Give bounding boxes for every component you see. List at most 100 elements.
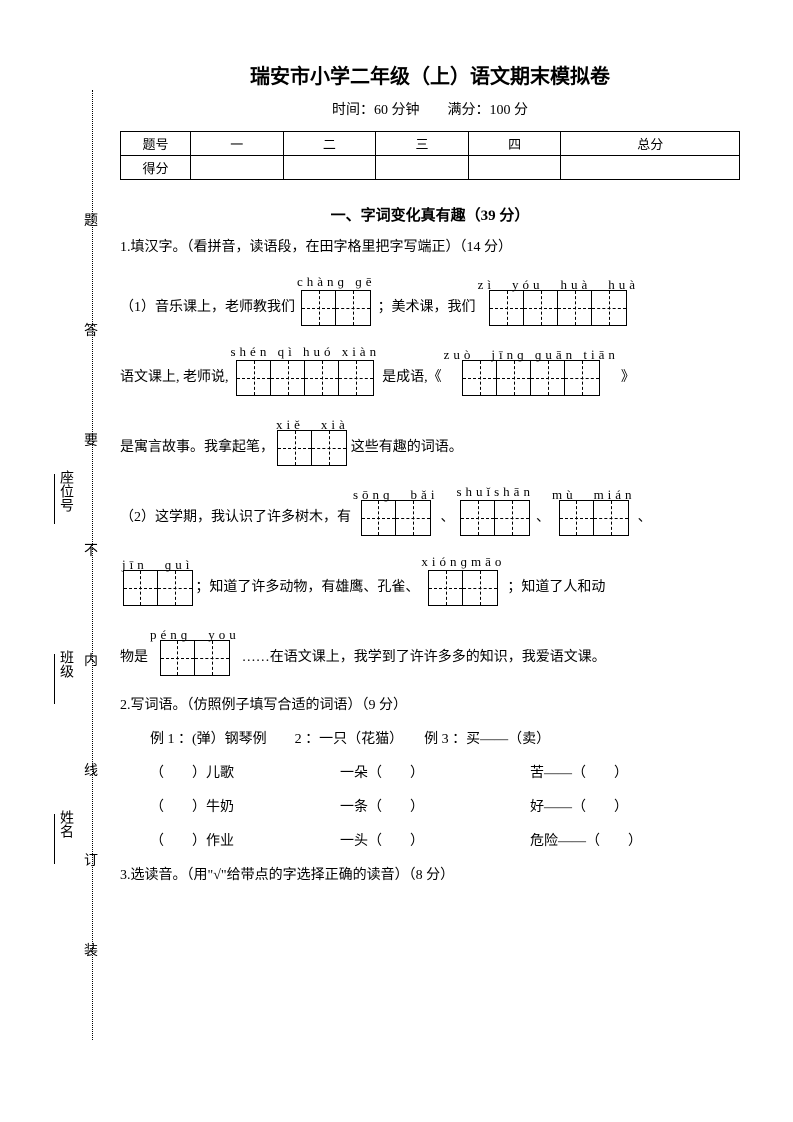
tianzige-cell[interactable] (495, 501, 529, 535)
tianzige-cell[interactable] (237, 361, 271, 395)
tianzige-cell[interactable] (560, 501, 594, 535)
fill-item[interactable]: 苦——（ ） (530, 762, 720, 782)
tianzige-cell[interactable] (362, 501, 396, 535)
tianzige-grid[interactable] (236, 360, 374, 396)
pinyin-label: xiě xià (276, 414, 349, 430)
body-text: ；美术课，我们 (378, 298, 476, 326)
tianzige-grid[interactable] (361, 500, 431, 536)
tianzige-cell[interactable] (531, 361, 565, 395)
fill-item[interactable]: 一头（ ） (340, 830, 530, 850)
fill-item[interactable]: 危险——（ ） (530, 830, 720, 850)
binding-char: 订 (84, 850, 98, 870)
pinyin-label: pénɡ you (150, 624, 240, 640)
header-cell: 二 (283, 132, 376, 156)
tianzige-grid[interactable] (460, 500, 530, 536)
tianzige-cell[interactable] (336, 291, 370, 325)
margin-field-label: 座位号 (46, 470, 75, 524)
tianzige-cell[interactable] (463, 361, 497, 395)
body-text: 、 (536, 508, 550, 536)
table-row: 得分 (121, 156, 740, 180)
tianzige-cell[interactable] (302, 291, 336, 325)
binding-char: 答 (84, 320, 98, 340)
body-text: 》 (621, 368, 635, 396)
tianzige-cell[interactable] (158, 571, 192, 605)
tianzige-grid[interactable] (160, 640, 230, 676)
pinyin-label: zì yóu huà huà (478, 274, 639, 290)
body-text: 、 (440, 508, 454, 536)
score-table: 题号 一 二 三 四 总分 得分 (120, 131, 740, 180)
tianzige-group: sōnɡ bǎi (353, 484, 438, 536)
score-cell[interactable] (468, 156, 561, 180)
binding-char: 装 (84, 940, 98, 960)
fill-item[interactable]: （ ）作业 (150, 830, 340, 850)
question-line: 语文课上, 老师说,shén qì huó xiàn是成语,《zuò jīnɡ … (120, 344, 740, 396)
fill-item[interactable]: 一朵（ ） (340, 762, 530, 782)
header-cell: 一 (191, 132, 284, 156)
fill-item[interactable]: （ ）儿歌 (150, 762, 340, 782)
tianzige-cell[interactable] (305, 361, 339, 395)
tianzige-group: jīn ɡuì (122, 554, 193, 606)
tianzige-cell[interactable] (592, 291, 626, 325)
tianzige-cell[interactable] (312, 431, 346, 465)
tianzige-cell[interactable] (594, 501, 628, 535)
binding-char: 内 (84, 650, 98, 670)
pinyin-label: xiónɡmāo (421, 554, 505, 570)
pinyin-label: zuò jīnɡ ɡuān tiān (444, 344, 619, 360)
tianzige-cell[interactable] (124, 571, 158, 605)
tianzige-cell[interactable] (396, 501, 430, 535)
question-3-intro: 3.选读音。（用"√"给带点的字选择正确的读音）（8 分） (120, 864, 740, 884)
tianzige-cell[interactable] (490, 291, 524, 325)
pinyin-label: chànɡ ɡē (297, 274, 376, 290)
example-text: 例 1 ：(弹）钢琴例 2 ：一只（花猫） 例 3 ：买——（卖） (150, 728, 550, 748)
score-cell[interactable] (561, 156, 740, 180)
tianzige-grid[interactable] (301, 290, 371, 326)
fill-item[interactable]: 好——（ ） (530, 796, 720, 816)
tianzige-cell[interactable] (429, 571, 463, 605)
tianzige-cell[interactable] (565, 361, 599, 395)
tianzige-grid[interactable] (462, 360, 600, 396)
dotted-binding-line (92, 90, 93, 1040)
binding-char: 题 (84, 210, 98, 230)
tianzige-group: chànɡ ɡē (297, 274, 376, 326)
tianzige-cell[interactable] (524, 291, 558, 325)
tianzige-cell[interactable] (195, 641, 229, 675)
tianzige-group: shén qì huó xiàn (231, 344, 381, 396)
body-text: 语文课上, 老师说, (120, 368, 229, 396)
score-cell[interactable] (376, 156, 469, 180)
tianzige-cell[interactable] (461, 501, 495, 535)
fill-item[interactable]: （ ）牛奶 (150, 796, 340, 816)
tianzige-grid[interactable] (277, 430, 347, 466)
tianzige-grid[interactable] (489, 290, 627, 326)
body-text: ；知道了人和动 (507, 578, 605, 606)
tianzige-cell[interactable] (558, 291, 592, 325)
pinyin-label: shuǐshān (456, 484, 534, 500)
tianzige-cell[interactable] (161, 641, 195, 675)
tianzige-grid[interactable] (559, 500, 629, 536)
tianzige-group: shuǐshān (456, 484, 534, 536)
tianzige-cell[interactable] (278, 431, 312, 465)
question-line: （1）音乐课上，老师教我们chànɡ ɡē；美术课，我们zì yóu huà h… (120, 274, 740, 326)
fill-item[interactable]: 一条（ ） (340, 796, 530, 816)
tianzige-group: mù mián (552, 484, 636, 536)
body-text: ……在语文课上，我学到了许许多多的知识，我爱语文课。 (242, 648, 606, 676)
body-text: 是成语,《 (382, 368, 442, 396)
tianzige-grid[interactable] (428, 570, 498, 606)
tianzige-cell[interactable] (463, 571, 497, 605)
tianzige-cell[interactable] (497, 361, 531, 395)
page-subtitle: 时间：60 分钟 满分：100 分 (120, 99, 740, 119)
tianzige-cell[interactable] (271, 361, 305, 395)
tianzige-grid[interactable] (123, 570, 193, 606)
table-row: 题号 一 二 三 四 总分 (121, 132, 740, 156)
question-2-examples: 例 1 ：(弹）钢琴例 2 ：一只（花猫） 例 3 ：买——（卖） (150, 728, 740, 748)
score-cell[interactable] (191, 156, 284, 180)
fill-row: （ ）儿歌一朵（ ）苦——（ ） (150, 762, 740, 782)
body-text: ；知道了许多动物，有雄鹰、孔雀、 (195, 578, 419, 606)
tianzige-cell[interactable] (339, 361, 373, 395)
binding-char: 要 (84, 430, 98, 450)
exam-page: 瑞安市小学二年级（上）语文期末模拟卷 时间：60 分钟 满分：100 分 题号 … (120, 60, 740, 884)
score-cell[interactable] (283, 156, 376, 180)
row-label: 得分 (121, 156, 191, 180)
tianzige-group: xiónɡmāo (421, 554, 505, 606)
tianzige-group: zuò jīnɡ ɡuān tiān (444, 344, 619, 396)
tianzige-group: zì yóu huà huà (478, 274, 639, 326)
